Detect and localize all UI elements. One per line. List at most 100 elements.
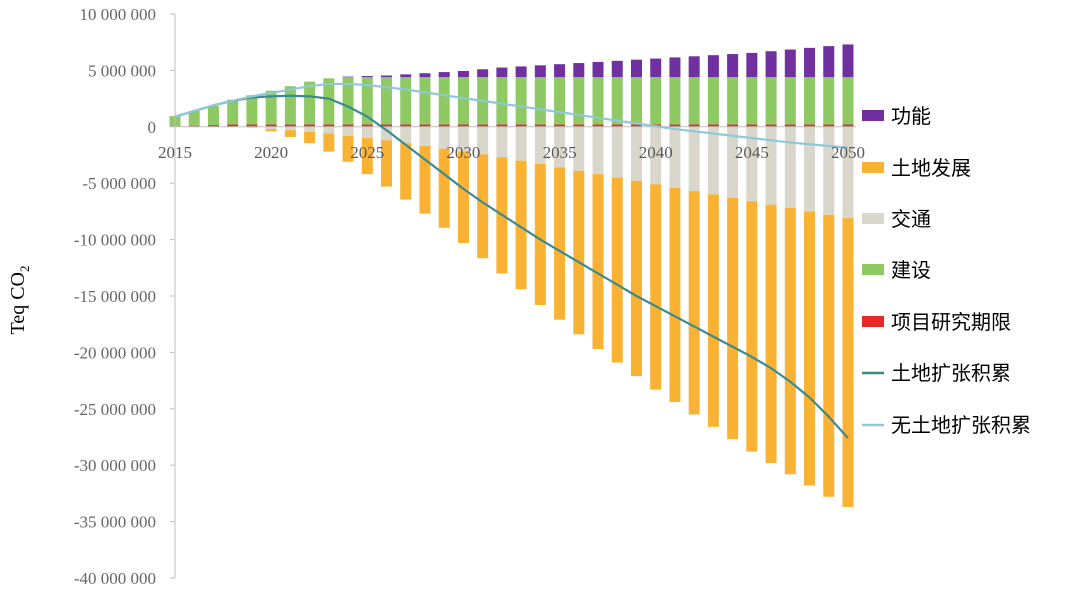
bar-建设-2020 [265, 90, 277, 125]
bar-项目研究期限-2025 [361, 124, 373, 127]
bar-土地发展-2040 [650, 184, 662, 390]
bar-项目研究期限-2016 [188, 125, 200, 127]
y-tick-labels: 10 000 000 5 000 000 0 -5 000 000 -10 000 00… [74, 5, 156, 588]
bar-交通-2045 [746, 126, 758, 202]
bar-交通-2044 [727, 126, 739, 198]
bar-功能-2049 [823, 46, 835, 78]
bar-项目研究期限-2033 [515, 124, 527, 127]
bar-土地发展-2045 [746, 201, 758, 452]
x-tick-label: 2040 [639, 143, 673, 162]
bar-建设-2039 [630, 77, 642, 125]
bar-建设-2027 [400, 77, 412, 125]
bar-项目研究期限-2047 [784, 124, 796, 127]
bar-土地发展-2030 [457, 151, 469, 243]
bar-功能-2043 [707, 55, 719, 78]
bar-建设-2044 [727, 77, 739, 125]
bar-交通-2019 [246, 126, 258, 128]
bar-功能-2040 [650, 58, 662, 78]
y-tick-label: -30 000 000 [74, 456, 156, 475]
bar-项目研究期限-2042 [688, 124, 700, 127]
bar-建设-2041 [669, 77, 681, 125]
bar-交通-2030 [457, 126, 469, 152]
bar-建设-2042 [688, 77, 700, 125]
bar-项目研究期限-2038 [611, 124, 623, 127]
bar-土地发展-2024 [342, 135, 354, 162]
x-tick-label: 2050 [831, 143, 865, 162]
bar-项目研究期限-2035 [554, 124, 566, 127]
bar-交通-2022 [304, 126, 316, 132]
bar-项目研究期限-2027 [400, 124, 412, 127]
bar-建设-2034 [534, 77, 546, 125]
bar-交通-2038 [611, 126, 623, 178]
bar-交通-2043 [707, 126, 719, 195]
bar-交通-2042 [688, 126, 700, 192]
bar-交通-2047 [784, 126, 796, 209]
bar-土地发展-2046 [765, 204, 777, 463]
bar-项目研究期限-2030 [457, 124, 469, 127]
bar-土地发展-2029 [438, 148, 450, 228]
bar-建设-2019 [246, 95, 258, 125]
bar-交通-2035 [554, 126, 566, 168]
bar-功能-2047 [784, 49, 796, 78]
legend-swatch-土地发展 [862, 162, 884, 173]
x-tick-label: 2030 [446, 143, 480, 162]
bar-建设-2026 [381, 77, 393, 125]
bar-项目研究期限-2021 [284, 124, 296, 127]
legend-label-无土地扩张积累: 无土地扩张积累 [891, 413, 1031, 437]
bar-交通-2021 [284, 126, 296, 131]
bar-交通-2034 [534, 126, 546, 165]
bar-建设-2038 [611, 77, 623, 125]
bar-交通-2037 [592, 126, 604, 175]
bar-功能-2031 [477, 69, 489, 78]
bar-功能-2036 [573, 63, 585, 78]
bar-功能-2025 [361, 76, 373, 78]
bar-土地发展-2020 [265, 129, 277, 132]
legend-label-交通: 交通 [891, 207, 931, 231]
bar-建设-2045 [746, 77, 758, 125]
legend-label-土地扩张积累: 土地扩张积累 [891, 361, 1011, 385]
legend-swatch-项目研究期限 [862, 316, 884, 327]
bar-功能-2028 [419, 73, 431, 78]
bar-交通-2024 [342, 126, 354, 136]
bar-项目研究期限-2028 [419, 124, 431, 127]
x-tick-label: 2025 [350, 143, 384, 162]
bar-建设-2023 [323, 78, 335, 125]
bar-建设-2016 [188, 111, 200, 126]
bar-土地发展-2026 [381, 140, 393, 187]
lines-layer [174, 82, 849, 439]
legend-label-建设: 建设 [891, 258, 931, 282]
bar-项目研究期限-2039 [630, 124, 642, 127]
y-axis-label-subscript: 2 [17, 266, 32, 273]
bar-土地发展-2021 [284, 130, 296, 137]
bar-功能-2037 [592, 61, 604, 78]
bar-土地发展-2049 [823, 214, 835, 497]
bar-交通-2046 [765, 126, 777, 205]
legend-swatch-交通 [862, 213, 884, 224]
bar-交通-2026 [381, 126, 393, 141]
bar-土地发展-2025 [361, 138, 373, 175]
bar-项目研究期限-2036 [573, 124, 585, 127]
x-tick-label: 2045 [735, 143, 769, 162]
bar-项目研究期限-2029 [438, 124, 450, 127]
bar-建设-2048 [804, 77, 816, 125]
bar-土地发展-2022 [304, 131, 316, 144]
bar-土地发展-2039 [630, 180, 642, 377]
bar-建设-2030 [457, 77, 469, 125]
bar-项目研究期限-2044 [727, 124, 739, 127]
bar-交通-2025 [361, 126, 373, 139]
bar-建设-2021 [284, 86, 296, 125]
bar-交通-2040 [650, 126, 662, 185]
bar-功能-2045 [746, 52, 758, 78]
bar-项目研究期限-2018 [227, 124, 239, 127]
bar-土地发展-2047 [784, 208, 796, 475]
bar-功能-2034 [534, 65, 546, 78]
bar-交通-2048 [804, 126, 816, 212]
bar-建设-2017 [207, 105, 219, 126]
bar-交通-2050 [842, 126, 854, 219]
bar-交通-2033 [515, 126, 527, 161]
axes-layer [170, 13, 856, 579]
bar-项目研究期限-2032 [496, 124, 508, 127]
bar-功能-2039 [630, 59, 642, 78]
